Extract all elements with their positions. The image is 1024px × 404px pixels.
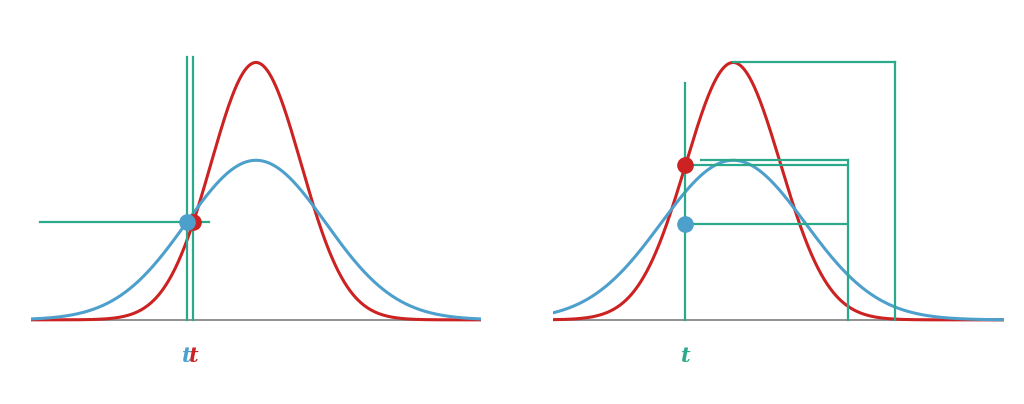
Text: t: t bbox=[188, 345, 198, 366]
Text: t: t bbox=[182, 345, 191, 366]
Text: t: t bbox=[681, 345, 690, 366]
